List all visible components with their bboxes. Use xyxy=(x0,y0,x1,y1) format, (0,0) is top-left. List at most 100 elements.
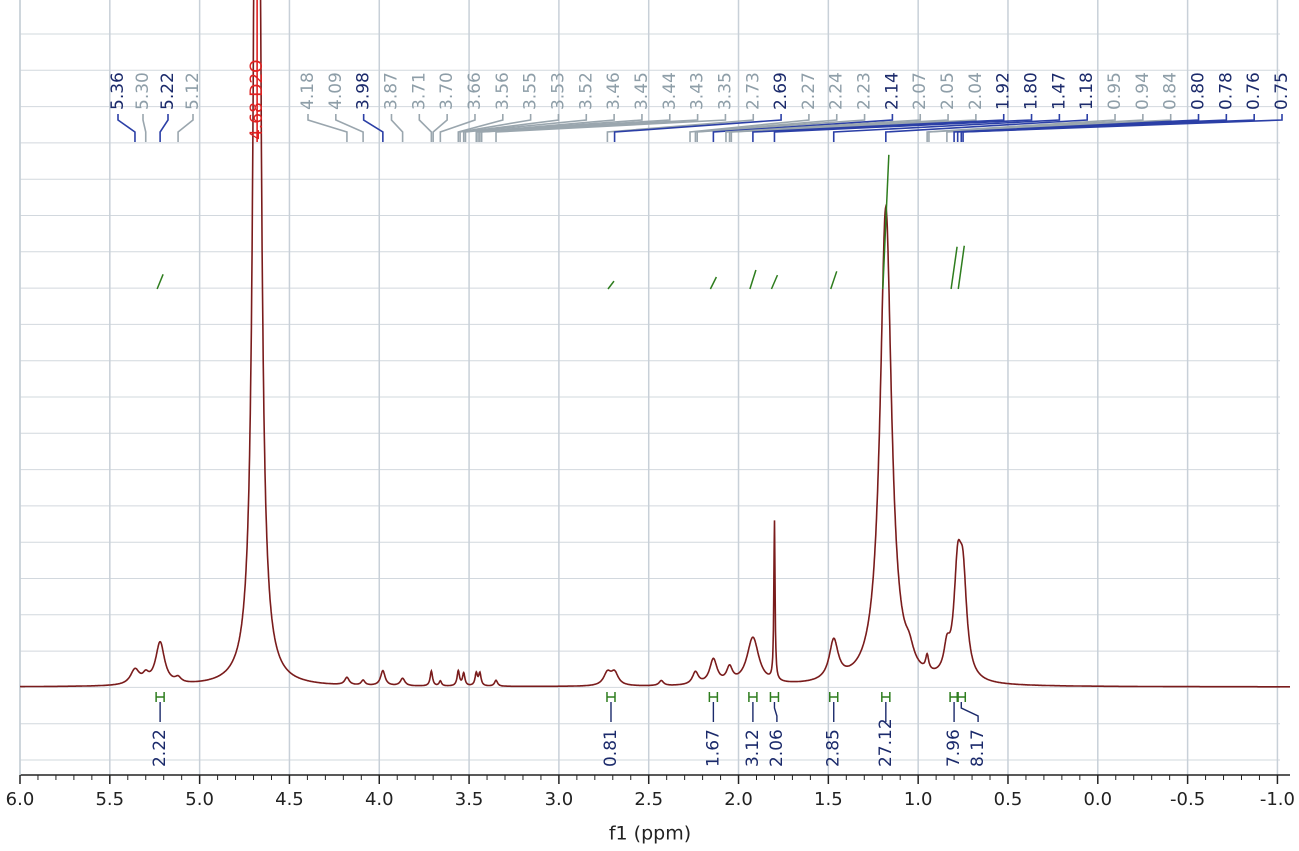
peak-label: 3.70 xyxy=(437,72,457,110)
peak-label: 3.46 xyxy=(604,72,624,110)
peak-label: 2.23 xyxy=(855,72,875,110)
peak-connector xyxy=(730,114,977,142)
peak-label: 3.35 xyxy=(715,72,735,110)
peak-label: 5.36 xyxy=(108,72,128,110)
peak-connector xyxy=(457,114,504,142)
x-tick-label: 5.5 xyxy=(95,789,124,810)
peak-label: 3.66 xyxy=(465,72,485,110)
peak-connector xyxy=(606,114,755,142)
x-tick-label: -1.0 xyxy=(1260,789,1295,810)
peak-label: 3.71 xyxy=(409,72,429,110)
peak-connector xyxy=(712,114,894,142)
peak-connector xyxy=(390,114,404,142)
integral-curve xyxy=(709,276,718,290)
peak-connector xyxy=(946,114,1172,142)
integral-curve xyxy=(882,154,890,290)
peak-label: 2.69 xyxy=(771,72,791,110)
peak-connector xyxy=(117,114,136,142)
peak-label: 0.76 xyxy=(1244,72,1264,110)
peak-connector xyxy=(159,114,169,142)
peak-label: 2.14 xyxy=(882,72,902,110)
peak-label: 0.95 xyxy=(1105,72,1125,110)
peak-label: 4.18 xyxy=(298,72,318,110)
peak-label: 3.53 xyxy=(548,72,568,110)
peak-label: 3.44 xyxy=(660,72,680,110)
integral-connector xyxy=(960,702,979,722)
peak-label: 2.24 xyxy=(827,72,847,110)
peak-connector xyxy=(752,114,1005,142)
integral-curve xyxy=(607,280,615,290)
peak-connector xyxy=(926,114,1116,142)
integral-label: 2.85 xyxy=(824,729,844,767)
x-tick-label: 0.0 xyxy=(1083,789,1112,810)
peak-label: 3.55 xyxy=(521,72,541,110)
peak-label: 3.45 xyxy=(632,72,652,110)
x-axis-title: f1 (ppm) xyxy=(609,823,691,845)
peak-label: 1.92 xyxy=(994,72,1014,110)
peak-connector xyxy=(177,114,194,142)
integral-curve xyxy=(156,274,164,290)
x-tick-label: 5.0 xyxy=(185,789,214,810)
peak-connector xyxy=(928,114,1144,142)
peak-label: 1.47 xyxy=(1049,72,1069,110)
peak-connector xyxy=(439,114,476,142)
peak-label: 4.09 xyxy=(326,72,346,110)
peak-connector xyxy=(142,114,147,142)
integral-curve xyxy=(749,269,757,290)
integral-label: 3.12 xyxy=(743,729,763,767)
peak-label: 3.98 xyxy=(354,72,374,110)
peak-connector xyxy=(459,114,532,142)
peak-connector xyxy=(479,114,671,142)
spectrum xyxy=(20,0,1290,688)
peak-label: 2.04 xyxy=(966,72,986,110)
peak-connector xyxy=(480,114,699,142)
peak-connector xyxy=(418,114,433,142)
peak-label: 1.18 xyxy=(1077,72,1097,110)
integral-label: 7.96 xyxy=(944,729,964,767)
peak-connector xyxy=(307,114,348,142)
peak-label: 0.75 xyxy=(1272,72,1292,110)
x-tick-label: 3.5 xyxy=(455,789,484,810)
integral-connector xyxy=(773,702,778,722)
peak-label: 5.12 xyxy=(183,72,203,110)
integral-curve xyxy=(770,274,779,290)
peak-label: 1.80 xyxy=(1022,72,1042,110)
integral-curve xyxy=(950,246,958,290)
peak-connector xyxy=(464,114,588,142)
integral-label: 8.17 xyxy=(968,729,988,767)
peak-connector xyxy=(885,114,1088,142)
peak-connector xyxy=(362,114,384,142)
peak-connector xyxy=(773,114,1033,142)
x-tick-label: 4.0 xyxy=(365,789,394,810)
x-tick-label: -0.5 xyxy=(1170,789,1205,810)
peak-connector xyxy=(475,114,615,142)
x-tick-label: 4.5 xyxy=(275,789,304,810)
peak-connector xyxy=(962,114,1283,142)
x-tick-label: 3.0 xyxy=(545,789,574,810)
integral-label: 2.22 xyxy=(150,729,170,767)
x-tick-label: 0.5 xyxy=(994,789,1023,810)
peak-label: 0.78 xyxy=(1216,72,1236,110)
integral-label: 1.67 xyxy=(703,729,723,767)
peak-label: 2.73 xyxy=(743,72,763,110)
peak-connector xyxy=(335,114,364,142)
x-tick-label: 6.0 xyxy=(6,789,35,810)
peak-label: 0.84 xyxy=(1161,72,1181,110)
x-tick-label: 2.0 xyxy=(724,789,753,810)
peak-connector xyxy=(495,114,727,142)
solvent-label: 4.68 D2O xyxy=(247,59,267,140)
peak-connector xyxy=(696,114,866,142)
peak-connector xyxy=(432,114,448,142)
integral-curve xyxy=(830,271,838,290)
peak-label: 3.56 xyxy=(493,72,513,110)
peak-connector xyxy=(725,114,922,142)
integral-label: 2.06 xyxy=(767,729,787,767)
x-tick-label: 2.5 xyxy=(634,789,663,810)
peak-label: 0.80 xyxy=(1189,72,1209,110)
peak-label: 0.94 xyxy=(1133,72,1153,110)
peak-label: 2.07 xyxy=(910,72,930,110)
x-tick-label: 1.5 xyxy=(814,789,843,810)
peak-label: 2.27 xyxy=(799,72,819,110)
integral-label: 27.12 xyxy=(876,718,896,767)
